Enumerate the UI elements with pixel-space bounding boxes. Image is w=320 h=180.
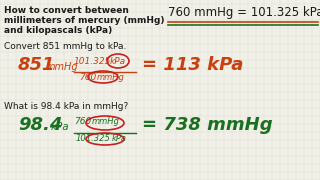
Text: 760 mmHg = 101.325 kPa: 760 mmHg = 101.325 kPa <box>168 6 320 19</box>
Text: and kilopascals (kPa): and kilopascals (kPa) <box>4 26 112 35</box>
Text: What is 98.4 kPa in mmHg?: What is 98.4 kPa in mmHg? <box>4 102 128 111</box>
Text: Convert 851 mmHg to kPa.: Convert 851 mmHg to kPa. <box>4 42 126 51</box>
Text: 98.4: 98.4 <box>18 116 62 134</box>
Text: millimeters of mercury (mmHg): millimeters of mercury (mmHg) <box>4 16 164 25</box>
Text: 760: 760 <box>74 117 91 126</box>
Text: = 113 kPa: = 113 kPa <box>142 56 244 74</box>
Text: mmHg: mmHg <box>92 117 120 126</box>
Text: kPa: kPa <box>112 134 127 143</box>
Text: = 738 mmHg: = 738 mmHg <box>142 116 273 134</box>
Text: 851: 851 <box>18 56 55 74</box>
Text: kPa: kPa <box>110 57 126 66</box>
Text: How to convert between: How to convert between <box>4 6 129 15</box>
Text: mmHg: mmHg <box>46 62 79 72</box>
Text: mmHg: mmHg <box>97 73 125 82</box>
Text: 760: 760 <box>79 73 96 82</box>
Text: 101.325: 101.325 <box>76 134 111 143</box>
Text: kPa: kPa <box>51 122 70 132</box>
Text: 101.325: 101.325 <box>74 57 111 66</box>
